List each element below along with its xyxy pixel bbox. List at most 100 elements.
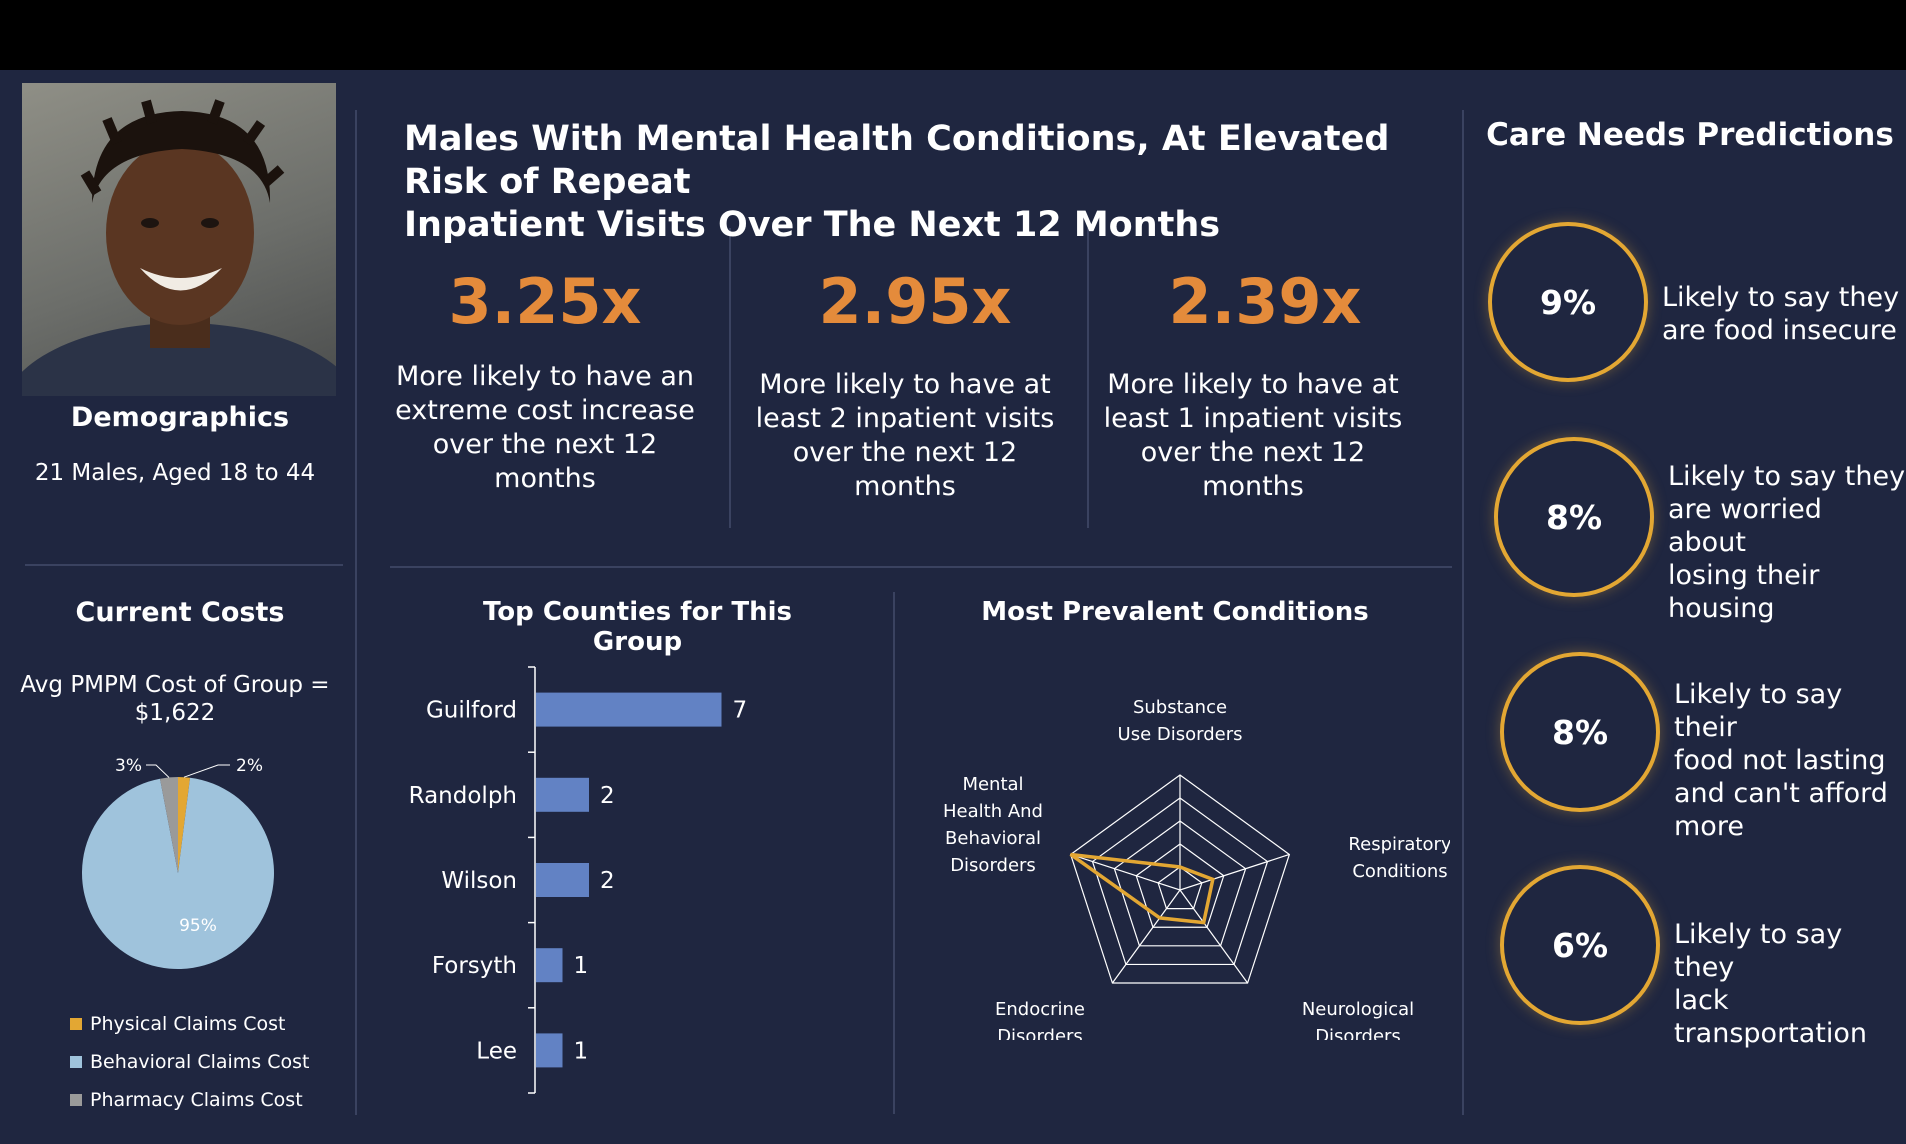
care-text-line: and can't afford bbox=[1674, 778, 1888, 809]
legend-item-pharmacy: Pharmacy Claims Cost bbox=[70, 1089, 303, 1111]
divider bbox=[729, 228, 731, 528]
stat-desc-2: More likely to have at least 2 inpatient… bbox=[750, 368, 1060, 504]
pie-slice-pharmacy bbox=[160, 777, 178, 873]
stat-desc-line: least 2 inpatient visits bbox=[755, 403, 1055, 434]
pie-slice-physical bbox=[178, 777, 191, 873]
radar-grid-ring bbox=[1157, 866, 1203, 910]
divider bbox=[1087, 228, 1089, 528]
bar-randolph bbox=[536, 777, 589, 812]
care-text-line: are food insecure bbox=[1662, 315, 1897, 346]
stat-desc-line: More likely to have at bbox=[1107, 369, 1399, 400]
radar-grid-ring bbox=[1135, 843, 1225, 928]
stat-desc-line: extreme cost increase bbox=[395, 395, 695, 426]
stat-desc-1: More likely to have an extreme cost incr… bbox=[390, 360, 700, 496]
legend-label-pharmacy: Pharmacy Claims Cost bbox=[90, 1089, 303, 1111]
pie-label-physical: 2% bbox=[236, 756, 263, 776]
person-photo bbox=[22, 83, 336, 396]
bar-wilson bbox=[536, 863, 589, 897]
conditions-radar-chart: Substance Use Disorders Respiratory Conditi… bbox=[943, 697, 1450, 1040]
page-title-line1: Males With Mental Health Conditions, At … bbox=[404, 119, 1390, 202]
bar-category-label: Randolph bbox=[409, 783, 517, 809]
stat-desc-line: More likely to have at bbox=[759, 369, 1051, 400]
divider bbox=[25, 564, 343, 566]
legend-label-physical: Physical Claims Cost bbox=[90, 1013, 286, 1035]
care-needs-title: Care Needs Predictions bbox=[1486, 117, 1894, 153]
cost-pie-chart: 2% 3% 95% bbox=[82, 756, 274, 969]
stat-desc-line: over the next 12 bbox=[1140, 437, 1366, 468]
care-text-line: Likely to say their bbox=[1674, 679, 1843, 743]
stat-desc-line: More likely to have an bbox=[395, 361, 695, 392]
radar-label-substance: Substance Use Disorders bbox=[1118, 697, 1243, 745]
stat-value-1: 3.25x bbox=[448, 265, 642, 338]
divider bbox=[390, 566, 1452, 568]
demographics-text: 21 Males, Aged 18 to 44 bbox=[34, 460, 316, 486]
stat-desc-line: over the next 12 bbox=[792, 437, 1018, 468]
bar-value-label: 1 bbox=[574, 953, 589, 979]
stat-desc-line: months bbox=[494, 463, 596, 494]
legend-swatch-behavioral bbox=[70, 1056, 82, 1068]
divider bbox=[355, 110, 357, 1115]
care-text-line: losing their bbox=[1668, 560, 1820, 591]
care-circle-1: 9% bbox=[1488, 222, 1648, 382]
radar-spoke bbox=[1179, 853, 1290, 891]
radar-data-series bbox=[1069, 852, 1215, 925]
stat-desc-line: over the next 12 bbox=[432, 429, 658, 460]
care-text-3: Likely to say their food not lasting and… bbox=[1674, 678, 1906, 843]
legend-item-behavioral: Behavioral Claims Cost bbox=[70, 1051, 309, 1073]
demographics-title: Demographics bbox=[70, 402, 290, 433]
bar-value-label: 2 bbox=[600, 783, 615, 809]
care-circle-3: 8% bbox=[1500, 652, 1660, 812]
care-text-line: Likely to say they bbox=[1668, 461, 1906, 492]
radar-grid-ring bbox=[1069, 774, 1291, 984]
radar-label-neurological: Neurological Disorders bbox=[1302, 999, 1414, 1040]
radar-spoke bbox=[1070, 853, 1181, 891]
care-text-line: food not lasting bbox=[1674, 745, 1886, 776]
bar-value-label: 1 bbox=[574, 1038, 589, 1064]
care-circle-2: 8% bbox=[1494, 437, 1654, 597]
avg-cost-line1: Avg PMPM Cost of Group = bbox=[20, 672, 330, 698]
stat-value-3: 2.39x bbox=[1168, 265, 1362, 338]
page-title-line2: Inpatient Visits Over The Next 12 Months bbox=[404, 205, 1221, 245]
page-title: Males With Mental Health Conditions, At … bbox=[404, 118, 1404, 247]
care-text-line: Likely to say they bbox=[1662, 282, 1900, 313]
radar-label-mental-health: Mental Health And Behavioral Disorders bbox=[943, 774, 1043, 876]
care-text-line: are worried about bbox=[1668, 494, 1822, 558]
radar-spoke bbox=[1111, 889, 1181, 984]
pie-leader-line bbox=[183, 764, 230, 778]
care-text-2: Likely to say they are worried about los… bbox=[1668, 460, 1906, 625]
avg-cost-line2: $1,622 bbox=[134, 700, 216, 726]
pie-label-pharmacy: 3% bbox=[115, 756, 142, 776]
bar-lee bbox=[536, 1033, 563, 1068]
care-text-4: Likely to say they lack transportation bbox=[1674, 918, 1906, 1050]
care-text-line: Likely to say they bbox=[1674, 919, 1843, 983]
divider bbox=[893, 592, 895, 1114]
stat-value-2: 2.95x bbox=[818, 265, 1012, 338]
care-text-1: Likely to say they are food insecure bbox=[1662, 281, 1899, 347]
radar-spoke bbox=[1179, 889, 1249, 984]
bar-guilford bbox=[536, 692, 722, 727]
counties-title: Top Counties for This Group bbox=[483, 597, 792, 657]
pie-leader-line bbox=[146, 764, 170, 778]
legend-swatch-physical bbox=[70, 1018, 82, 1030]
divider bbox=[1462, 110, 1464, 1115]
radar-label-endocrine: Endocrine Disorders bbox=[995, 999, 1085, 1040]
bar-value-label: 2 bbox=[600, 868, 615, 894]
top-bar bbox=[0, 0, 1906, 70]
bar-forsyth bbox=[536, 948, 563, 983]
radar-label-respiratory: Respiratory Conditions bbox=[1348, 834, 1450, 882]
care-text-line: more bbox=[1674, 811, 1744, 842]
care-circle-4: 6% bbox=[1500, 865, 1660, 1025]
stat-desc-line: months bbox=[1202, 471, 1304, 502]
current-costs-title: Current Costs bbox=[75, 597, 285, 628]
radar-grid-ring bbox=[1091, 797, 1269, 966]
pie-slice-behavioral bbox=[82, 777, 274, 969]
stat-desc-line: least 1 inpatient visits bbox=[1103, 403, 1403, 434]
care-text-line: housing bbox=[1668, 593, 1775, 624]
legend-label-behavioral: Behavioral Claims Cost bbox=[90, 1051, 310, 1073]
legend-item-physical: Physical Claims Cost bbox=[70, 1013, 285, 1035]
bar-category-label: Guilford bbox=[426, 698, 517, 724]
bar-category-label: Wilson bbox=[441, 868, 517, 894]
pie-label-behavioral: 95% bbox=[179, 916, 217, 936]
bar-category-label: Forsyth bbox=[432, 953, 517, 979]
stat-desc-line: months bbox=[854, 471, 956, 502]
